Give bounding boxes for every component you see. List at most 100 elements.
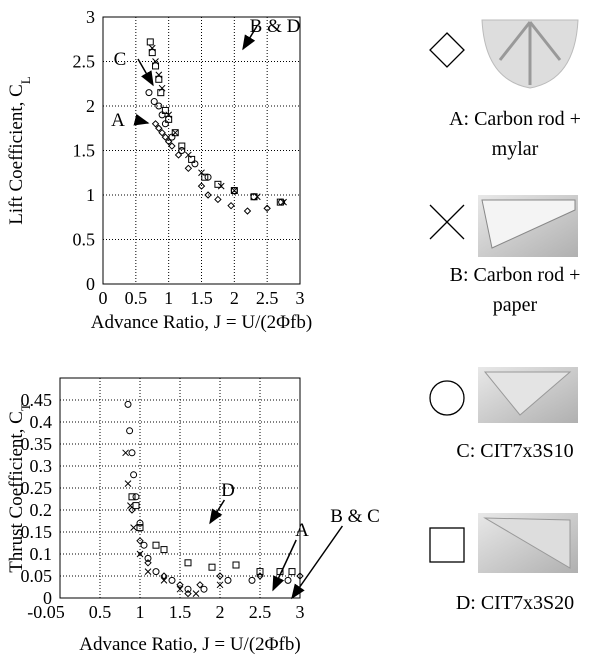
cross-marker xyxy=(155,71,163,79)
circle-marker xyxy=(224,576,232,584)
diamond-marker xyxy=(184,589,192,598)
diamond-marker xyxy=(184,164,193,173)
y-tick-label: 0.15 xyxy=(21,522,53,542)
circle-marker xyxy=(152,568,160,576)
x-axis-label: Advance Ratio, J = U/(2Φfb) xyxy=(91,312,312,333)
circle-marker xyxy=(140,541,148,549)
square-marker xyxy=(208,563,216,571)
y-tick-label: 0.3 xyxy=(30,456,53,476)
cross-marker xyxy=(198,169,205,177)
y-tick-label: 0.05 xyxy=(21,566,53,586)
x-axis-label: Advance Ratio, J = U/(2Φfb) xyxy=(79,634,300,655)
annotation: B & C xyxy=(330,506,380,527)
diamond-marker xyxy=(174,151,183,159)
diamond-marker xyxy=(227,201,235,210)
square-marker xyxy=(188,155,196,163)
square-marker xyxy=(157,89,165,97)
y-axis-label-subscript: L xyxy=(18,76,33,84)
square-marker xyxy=(276,198,284,206)
circle-marker xyxy=(136,519,144,527)
wing-photo xyxy=(478,513,578,573)
cross-marker xyxy=(192,590,200,597)
x-tick-label: 0.5 xyxy=(89,602,112,622)
square-marker xyxy=(230,187,238,195)
x-tick-label: 3 xyxy=(296,602,305,622)
annotation-arrow xyxy=(291,525,344,600)
diamond-marker xyxy=(158,128,166,137)
wing-photo xyxy=(478,195,578,257)
y-tick-label: 0.35 xyxy=(21,434,53,454)
annotation-arrow xyxy=(209,499,226,525)
square-marker xyxy=(136,524,144,532)
cross-marker xyxy=(130,524,137,531)
square-marker xyxy=(160,546,168,554)
square-marker xyxy=(288,568,296,576)
circle-marker xyxy=(178,147,186,154)
circle-marker xyxy=(130,471,138,479)
cross-marker xyxy=(127,502,134,509)
circle-marker xyxy=(132,493,140,501)
y-axis-label: Thrust Coefficient, CT xyxy=(6,403,33,573)
circle-marker xyxy=(144,554,152,562)
circle-marker xyxy=(250,193,258,201)
plot-frame xyxy=(59,377,301,599)
x-tick-label: 3 xyxy=(296,288,305,308)
y-tick-label: 0.5 xyxy=(73,230,96,250)
cross-marker xyxy=(122,449,129,457)
x-tick-label: 2 xyxy=(230,288,239,308)
diamond-marker xyxy=(196,581,204,589)
circle-marker xyxy=(124,400,132,408)
cross-marker xyxy=(165,111,173,119)
cross-marker xyxy=(185,151,192,159)
annotation: D xyxy=(221,480,235,501)
cross-marker xyxy=(152,58,159,65)
annotation-arrow xyxy=(272,539,297,592)
y-tick-label: 0.4 xyxy=(30,412,53,432)
y-tick-label: 0.25 xyxy=(21,478,53,498)
x-tick-label: 1.5 xyxy=(190,288,213,308)
diamond-marker xyxy=(151,120,160,128)
legend-label: D: CIT7x3S20 xyxy=(455,592,575,614)
x-tick-label: 1 xyxy=(164,288,173,308)
cross-marker xyxy=(148,44,156,52)
circle-marker xyxy=(126,427,134,435)
x-tick-label: 1 xyxy=(136,602,145,622)
y-axis-label: Lift Coefficient, CL xyxy=(6,76,33,225)
cross-marker xyxy=(124,480,132,487)
square-marker xyxy=(232,561,240,569)
circle-marker xyxy=(184,585,192,593)
y-tick-label: 2.5 xyxy=(73,52,96,72)
square-marker xyxy=(171,129,179,137)
circle-marker xyxy=(150,98,158,106)
diamond-marker xyxy=(144,559,152,567)
diamond-marker xyxy=(214,195,222,204)
square-marker xyxy=(148,49,156,57)
annotation: A xyxy=(111,110,125,131)
square-marker xyxy=(201,173,209,181)
diamond-marker xyxy=(160,572,168,580)
y-tick-label: 0.45 xyxy=(21,390,53,410)
square-marker xyxy=(214,180,222,188)
x-tick-label: -0.05 xyxy=(27,602,65,622)
annotation-arrow xyxy=(242,25,258,51)
cross-marker xyxy=(144,568,152,575)
square-marker xyxy=(152,541,160,549)
legend-marker xyxy=(429,204,465,240)
square-marker xyxy=(178,142,186,150)
circle-marker xyxy=(200,585,208,593)
cross-marker xyxy=(136,550,144,558)
diamond-marker xyxy=(197,182,206,190)
diamond-marker xyxy=(168,142,176,150)
y-tick-label: 1.5 xyxy=(73,141,96,161)
annotation: B & D xyxy=(250,16,301,37)
square-marker xyxy=(155,75,163,83)
x-tick-label: 2.5 xyxy=(256,288,279,308)
square-marker xyxy=(184,559,192,567)
y-tick-label: 0 xyxy=(86,274,95,294)
plot-frame xyxy=(102,16,301,285)
x-tick-label: 2 xyxy=(216,602,225,622)
circle-marker xyxy=(145,89,153,97)
wing-photo xyxy=(478,367,578,423)
